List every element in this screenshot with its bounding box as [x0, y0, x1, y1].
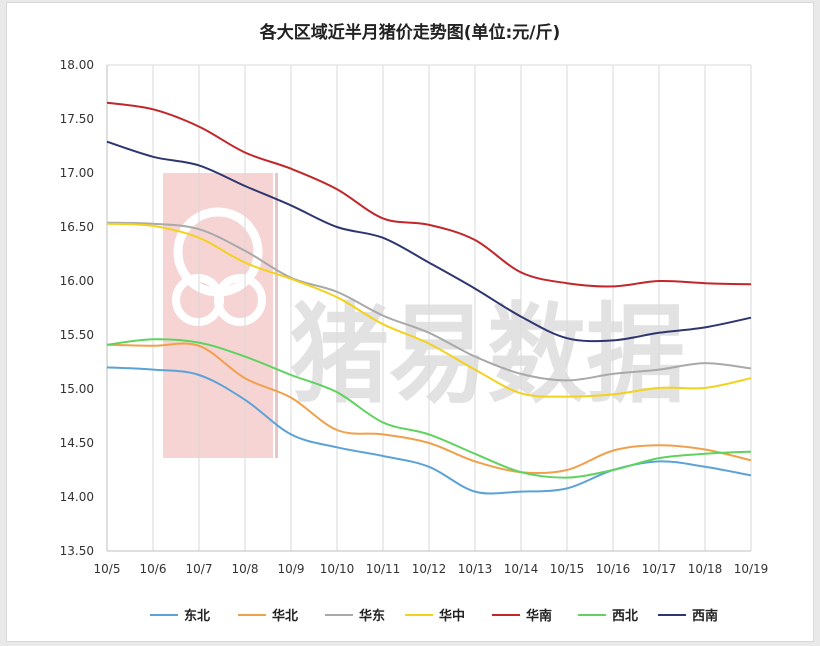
x-tick-label: 10/13: [458, 562, 493, 576]
x-tick-label: 10/17: [642, 562, 677, 576]
series-line: [106, 222, 752, 398]
legend-label: 华北: [272, 608, 298, 624]
chart-frame: [6, 2, 814, 642]
legend-label: 东北: [184, 608, 210, 624]
series-line: [106, 101, 752, 288]
x-tick-label: 10/9: [278, 562, 305, 576]
x-tick-label: 10/8: [232, 562, 259, 576]
series-line: [106, 221, 752, 382]
x-tick-label: 10/10: [320, 562, 355, 576]
series-line: [106, 140, 752, 343]
x-tick-label: 10/15: [550, 562, 585, 576]
x-tick-label: 10/14: [504, 562, 539, 576]
series-lines: [106, 101, 752, 495]
watermark: 猪易数据: [163, 173, 685, 458]
x-tick-label: 10/11: [366, 562, 401, 576]
y-tick-label: 17.00: [60, 166, 94, 180]
axes: 13.50 14.00 14.50 15.00 15.50 16.00 16.50 17.00…: [60, 58, 769, 576]
watermark-logo-ring: [214, 274, 266, 326]
y-tick-label: 15.50: [60, 328, 94, 342]
watermark-text: 猪易数据: [290, 293, 685, 418]
y-tick-label: 16.00: [60, 274, 94, 288]
y-tick-label: 16.50: [60, 220, 94, 234]
legend-label: 华中: [439, 608, 465, 624]
legend-label: 华东: [359, 608, 385, 624]
y-tick-label: 14.50: [60, 436, 94, 450]
y-tick-label: 13.50: [60, 544, 94, 558]
legend: 东北 华北 华东 华中 华南 西北 西南: [150, 608, 718, 624]
x-tick-label: 10/5: [94, 562, 121, 576]
legend-label: 华南: [526, 608, 552, 624]
chart-title: 各大区域近半月猪价走势图(单位:元/斤): [259, 23, 561, 43]
x-tick-label: 10/18: [688, 562, 723, 576]
x-tick-label: 10/12: [412, 562, 447, 576]
series-line: [106, 342, 752, 475]
x-tick-label: 10/19: [734, 562, 769, 576]
series-line: [106, 366, 752, 495]
y-tick-label: 15.00: [60, 382, 94, 396]
x-tick-label: 10/16: [596, 562, 631, 576]
y-tick-label: 18.00: [60, 58, 94, 72]
watermark-divider: [275, 173, 278, 458]
x-tick-label: 10/6: [140, 562, 167, 576]
y-tick-label: 17.50: [60, 112, 94, 126]
legend-label: 西南: [692, 608, 718, 624]
y-tick-label: 14.00: [60, 490, 94, 504]
series-line: [106, 338, 752, 479]
x-tick-label: 10/7: [186, 562, 213, 576]
legend-label: 西北: [612, 609, 638, 624]
